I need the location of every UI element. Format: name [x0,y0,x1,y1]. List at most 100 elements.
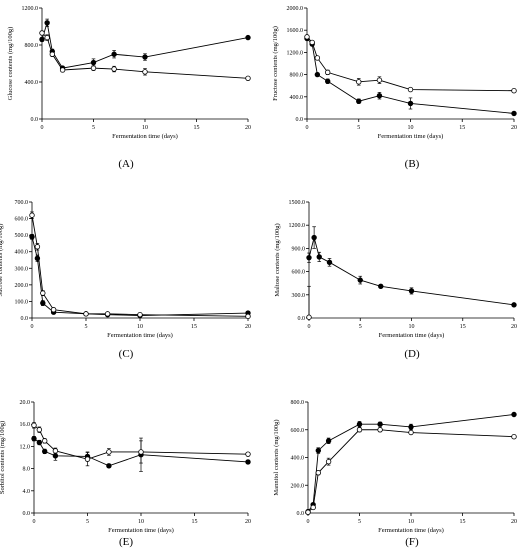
y-tick-label: 1200.0 [22,6,39,12]
data-point [44,20,50,26]
data-point [245,451,251,457]
x-tick-label: 15 [460,324,466,330]
x-axis-label: Fermentation time (days) [108,527,174,534]
y-axis-label: Maltose contents (mg/100g) [274,223,281,296]
y-tick-label: 0.0 [21,316,29,322]
series-open [305,427,517,516]
x-tick-label: 5 [86,519,89,525]
x-tick-label: 15 [192,519,198,525]
x-tick-label: 5 [359,324,362,330]
y-tick-label: 300.0 [15,266,29,272]
x-tick-label: 20 [511,519,517,525]
y-tick-label: 200.0 [291,483,305,489]
x-tick-label: 0 [31,324,34,330]
data-point [111,66,117,72]
x-tick-label: 0 [308,324,311,330]
data-point [36,427,43,433]
x-tick-label: 20 [245,324,251,330]
data-point [39,36,45,43]
x-tick-label: 20 [245,519,251,525]
series-line [41,22,249,69]
series-open [31,422,251,467]
y-tick-label: 400.0 [291,456,305,462]
data-point [314,71,321,78]
y-tick-label: 0.0 [23,511,31,517]
data-point [106,463,112,469]
y-tick-label: 900.0 [292,246,306,252]
data-point [111,51,117,57]
data-point [311,234,317,241]
x-tick-label: 10 [138,519,144,525]
x-axis-label: Fermentation time (days) [379,332,445,339]
x-tick-label: 10 [408,519,414,525]
data-point [306,314,312,320]
data-point [50,307,57,313]
data-point [376,92,383,99]
y-tick-label: 200.0 [15,283,29,289]
y-tick-label: 1500.0 [289,200,306,206]
x-tick-label: 15 [191,324,197,330]
y-tick-label: 800.0 [290,73,304,79]
data-point [315,447,321,454]
x-axis-label: Fermentation time (days) [112,133,178,140]
data-point [325,78,331,84]
data-point [304,34,310,40]
data-point [408,288,415,294]
y-axis-label: Mannitol contents (mg/100g) [273,419,280,495]
data-point [29,234,35,240]
x-tick-label: 15 [459,125,465,131]
x-tick-label: 20 [511,125,517,131]
y-tick-label: 1600.0 [287,28,304,34]
data-point [325,69,331,76]
data-point [378,283,384,289]
data-point [106,449,112,455]
data-point [511,110,517,117]
x-tick-label: 0 [41,125,44,131]
y-axis-label: Fructose contents (mg/100g) [272,26,279,101]
data-point [310,504,316,511]
y-tick-label: 800.0 [291,400,305,406]
y-tick-label: 8.0 [23,467,31,473]
y-tick-label: 16.0 [20,422,31,428]
x-tick-label: 10 [408,125,414,131]
chart-panel-b: 0.0 400.0 800.0 1200.0 1600.0 2000.0 0 5 10 15 20 F… [272,6,517,170]
data-point [315,470,321,476]
data-point [40,300,46,306]
panel-letter: (E) [119,536,133,548]
data-point [356,421,363,427]
series-filled [29,233,251,319]
data-point [306,254,312,261]
series-open [306,285,312,320]
panel-letter: (A) [118,158,134,170]
series-line [307,429,515,513]
data-point [31,435,37,442]
y-tick-label: 4.0 [23,489,31,495]
data-point [408,424,414,430]
data-point [511,433,517,440]
data-point [31,422,37,429]
x-tick-label: 10 [409,324,415,330]
y-tick-label: 800.0 [25,43,39,49]
data-point [104,311,111,317]
data-point [316,254,322,260]
data-point [305,509,311,516]
data-point [325,438,332,444]
x-tick-label: 20 [245,125,251,131]
chart-panel-f: 0.0 200.0 400.0 600.0 800.0 0 5 10 15 20 Fermentat… [273,400,517,548]
data-point [137,311,143,318]
data-point [39,30,45,36]
data-point [377,421,383,427]
y-axis-label: Sucrose contents (mg/100g) [0,224,4,297]
data-point [511,87,517,94]
data-point [245,313,251,320]
data-point [42,438,48,444]
data-point [90,59,97,66]
y-tick-label: 600.0 [291,428,305,434]
data-point [42,448,48,455]
data-point [326,259,333,266]
data-point [511,411,517,418]
y-tick-label: 400.0 [25,80,39,86]
series-line [306,36,515,92]
y-tick-label: 600.0 [15,217,29,223]
